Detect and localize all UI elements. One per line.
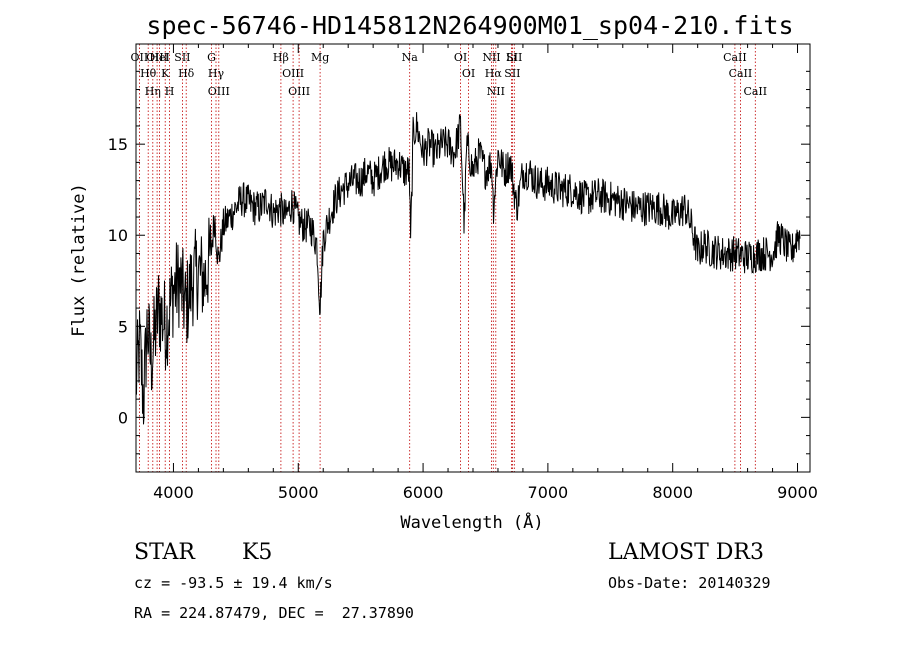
line-marker-label: NII bbox=[482, 51, 500, 64]
line-marker-label: K bbox=[161, 67, 170, 80]
y-tick-label: 15 bbox=[108, 135, 128, 154]
spectrum-series bbox=[135, 112, 801, 425]
line-marker-label: Hγ bbox=[208, 67, 225, 80]
line-marker-label: Hβ bbox=[273, 51, 289, 64]
x-tick-label: 7000 bbox=[528, 483, 569, 502]
x-tick-label: 6000 bbox=[403, 483, 444, 502]
line-marker-label: Hα bbox=[485, 67, 503, 80]
plot-frame bbox=[135, 43, 811, 473]
x-axis-label: Wavelength (Å) bbox=[400, 511, 543, 533]
coordinates-text: RA = 224.87479, DEC = 27.37890 bbox=[134, 604, 414, 622]
line-marker-label: OIII bbox=[146, 51, 168, 64]
line-marker-label: Hθ bbox=[140, 67, 157, 80]
y-tick-label: 0 bbox=[118, 408, 128, 427]
line-marker-label: OI bbox=[454, 51, 467, 64]
spectral-subclass: K5 bbox=[242, 540, 273, 565]
survey-name: LAMOST DR3 bbox=[608, 540, 764, 565]
line-marker-label: OIII bbox=[288, 85, 310, 98]
x-tick-label: 5000 bbox=[278, 483, 319, 502]
axis-ticks: 4000 5000 6000 7000 8000 9000 0 5 10 15 bbox=[108, 44, 818, 502]
redshift-text: cz = -93.5 ± 19.4 km/s bbox=[134, 574, 333, 592]
line-marker-label: CaII bbox=[729, 67, 753, 80]
line-marker-label: Hδ bbox=[178, 67, 195, 80]
marker-labels: OIIHθHηOIIIHeIKHSIIHδGHγOIIIHβOIIIOIIIMg… bbox=[131, 51, 768, 98]
y-tick-label: 10 bbox=[108, 226, 128, 245]
y-axis-label: Flux (relative) bbox=[69, 183, 89, 337]
line-marker-label: Li bbox=[506, 51, 517, 64]
line-marker-label: CaII bbox=[723, 51, 747, 64]
line-marker-label: Hη bbox=[145, 85, 161, 98]
line-marker-label: H bbox=[165, 85, 175, 98]
spectrum-line bbox=[135, 112, 801, 425]
line-marker-label: SII bbox=[174, 51, 190, 64]
line-markers bbox=[138, 44, 756, 472]
x-tick-label: 8000 bbox=[652, 483, 693, 502]
y-tick-label: 5 bbox=[118, 317, 128, 336]
line-marker-label: Mg bbox=[311, 51, 329, 64]
line-marker-label: SII bbox=[504, 67, 520, 80]
chart-title: spec-56746-HD145812N264900M01_sp04-210.f… bbox=[146, 11, 793, 40]
line-marker-label: CaII bbox=[743, 85, 767, 98]
line-marker-label: OIII bbox=[208, 85, 230, 98]
line-marker-label: OII bbox=[131, 51, 149, 64]
object-class: STAR bbox=[134, 540, 195, 565]
line-marker-label: NII bbox=[487, 85, 505, 98]
line-marker-label: OIII bbox=[282, 67, 304, 80]
line-marker-label: SII bbox=[506, 51, 522, 64]
x-tick-label: 9000 bbox=[777, 483, 818, 502]
line-marker-label: G bbox=[207, 51, 216, 64]
obs-date: Obs-Date: 20140329 bbox=[608, 574, 771, 592]
line-marker-label: Na bbox=[402, 51, 419, 64]
line-marker-label: HeI bbox=[149, 51, 169, 64]
x-tick-label: 4000 bbox=[153, 483, 194, 502]
line-marker-label: OI bbox=[462, 67, 475, 80]
